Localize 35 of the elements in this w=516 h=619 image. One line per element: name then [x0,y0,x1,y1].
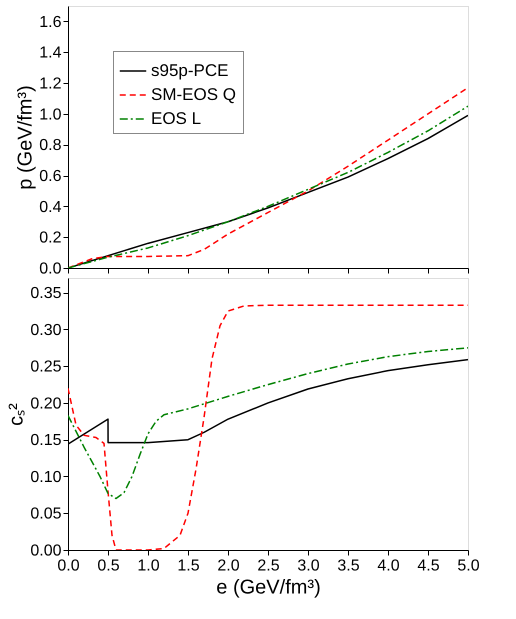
x-tick-label: 5.0 [457,558,480,574]
x-tick-label: 3.0 [297,558,320,574]
y-tick-label: 0.2 [39,230,62,247]
x-tick-label: 2.5 [257,558,280,574]
y-tick-label: 1.4 [39,44,62,62]
y-tick-label: 0.20 [30,395,62,412]
y-tick-label: 0.30 [30,322,62,339]
x-tick-label: 2.0 [217,558,240,574]
x-tick-label: 1.5 [177,558,200,574]
y-tick-label: 0.25 [30,358,62,376]
x-axis-title: e (GeV/fm³) [216,576,321,598]
y-tick-label: 0.35 [30,285,62,302]
x-tick-label: 3.5 [337,558,360,574]
y-tick-label: 1.2 [39,76,62,93]
line-series [68,347,468,500]
x-tick-label: 0.5 [97,558,120,574]
y-tick-label: 0.15 [30,432,62,450]
y-tick-label: 0.6 [39,168,62,186]
y-tick-label: 0.10 [30,468,62,486]
x-tick-label: 4.0 [377,558,400,574]
y-tick-label: 1.0 [39,106,62,124]
legend-label: s95p-PCE [151,61,228,80]
y-axis-title: p (GeV/fm³) [14,85,36,190]
y-tick-label: 0.4 [39,198,62,216]
y-tick-label: 0.00 [30,542,62,560]
legend-label: SM-EOS Q [151,85,236,104]
y-tick-label: 1.6 [39,14,62,31]
y-axis-title: cₛ² [5,402,28,426]
x-tick-label: 4.5 [417,558,440,574]
y-tick-label: 0.8 [39,137,62,154]
x-tick-label: 0.0 [57,558,80,574]
legend-label: EOS L [151,109,202,128]
x-tick-label: 1.0 [137,558,160,574]
y-tick-label: 0.0 [39,260,62,278]
y-tick-label: 0.05 [30,506,62,523]
